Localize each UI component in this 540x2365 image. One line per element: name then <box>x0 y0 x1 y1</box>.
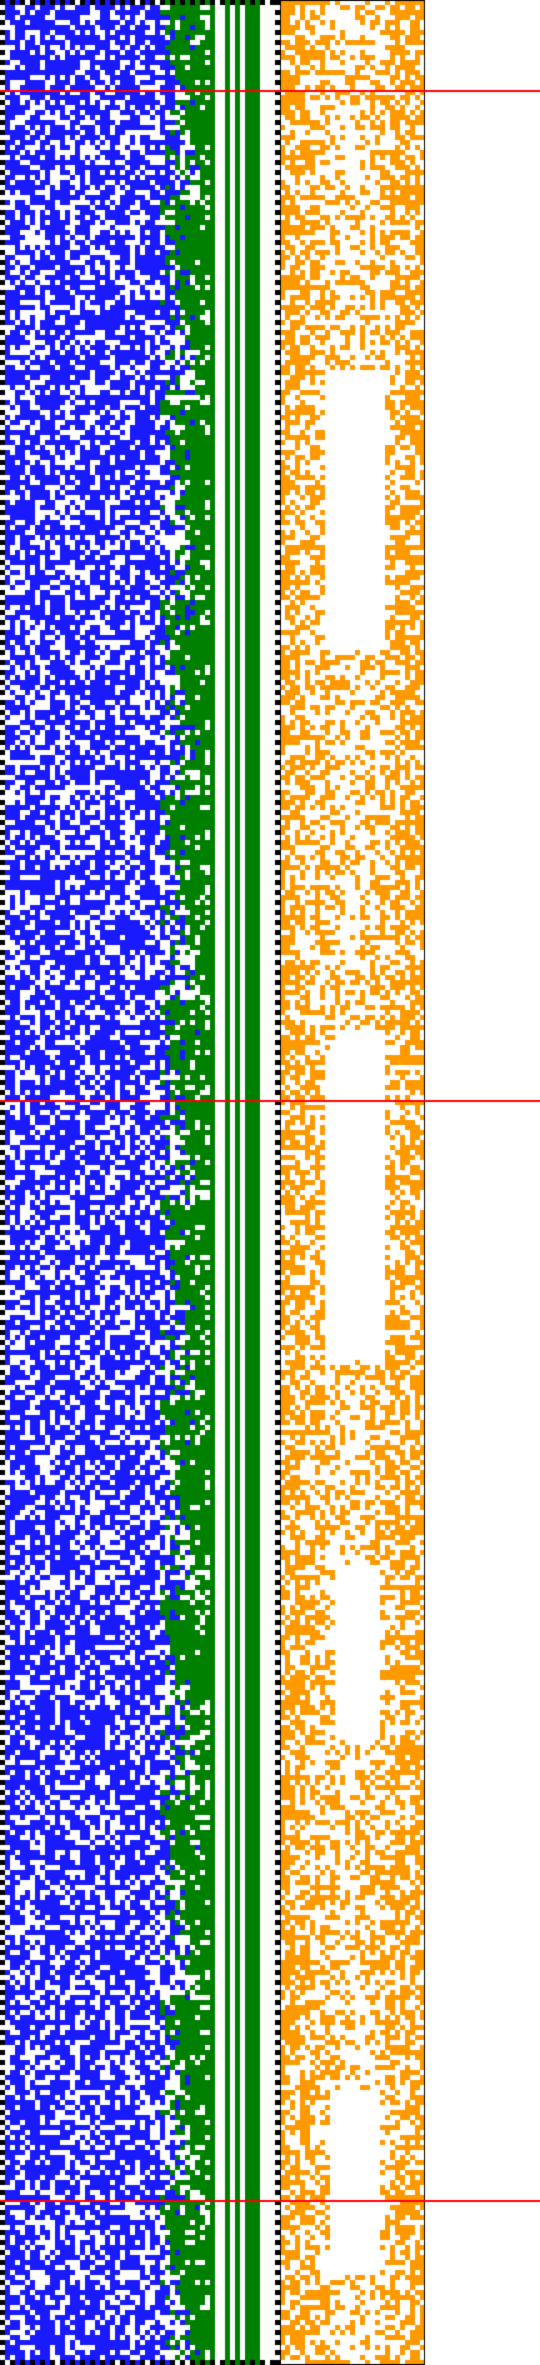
pixel-matrix-plot <box>0 0 540 2365</box>
